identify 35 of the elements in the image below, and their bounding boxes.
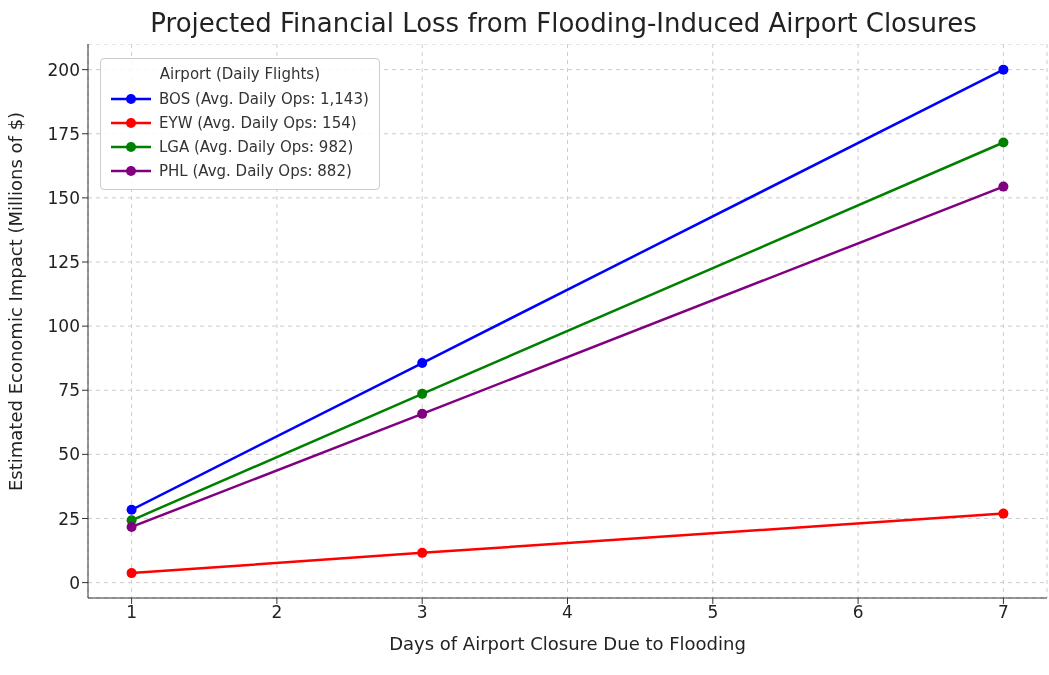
x-tick-label: 2 xyxy=(271,602,283,623)
point xyxy=(417,358,428,369)
point xyxy=(998,508,1009,519)
point xyxy=(417,388,428,399)
point xyxy=(417,547,428,558)
point xyxy=(417,408,428,419)
legend-label: PHL (Avg. Daily Ops: 882) xyxy=(159,162,352,180)
point xyxy=(126,521,137,532)
y-tick-label: 75 xyxy=(58,380,80,401)
legend-label: BOS (Avg. Daily Ops: 1,143) xyxy=(159,90,369,108)
point xyxy=(998,64,1009,75)
x-tick-label: 4 xyxy=(562,602,573,623)
x-tick-label: 7 xyxy=(998,602,1009,623)
x-tick-label: 3 xyxy=(416,602,428,623)
y-tick-label: 50 xyxy=(58,444,80,465)
legend-title: Airport (Daily Flights) xyxy=(158,65,321,83)
x-tick-label: 6 xyxy=(852,602,864,623)
legend-label: EYW (Avg. Daily Ops: 154) xyxy=(159,114,357,132)
x-tick-label: 5 xyxy=(707,602,719,623)
y-tick-label: 175 xyxy=(47,123,80,144)
legend-label: LGA (Avg. Daily Ops: 982) xyxy=(159,138,354,156)
y-tick-label: 25 xyxy=(58,508,80,529)
y-tick-label: 125 xyxy=(47,252,80,273)
y-tick-label: 200 xyxy=(47,59,80,80)
point xyxy=(998,137,1009,148)
y-tick-label: 100 xyxy=(47,316,80,337)
x-axis-title: Days of Airport Closure Due to Flooding xyxy=(389,633,746,654)
y-axis-title: Estimated Economic Impact (Millions of $) xyxy=(5,111,27,491)
point xyxy=(126,504,137,515)
point xyxy=(126,568,137,579)
point xyxy=(998,181,1009,192)
x-tick-label: 1 xyxy=(126,602,137,623)
y-tick-label: 0 xyxy=(69,572,80,593)
y-tick-label: 150 xyxy=(47,187,80,208)
chart-title: Projected Financial Loss from Flooding-Induced Airport Closures xyxy=(149,8,978,40)
